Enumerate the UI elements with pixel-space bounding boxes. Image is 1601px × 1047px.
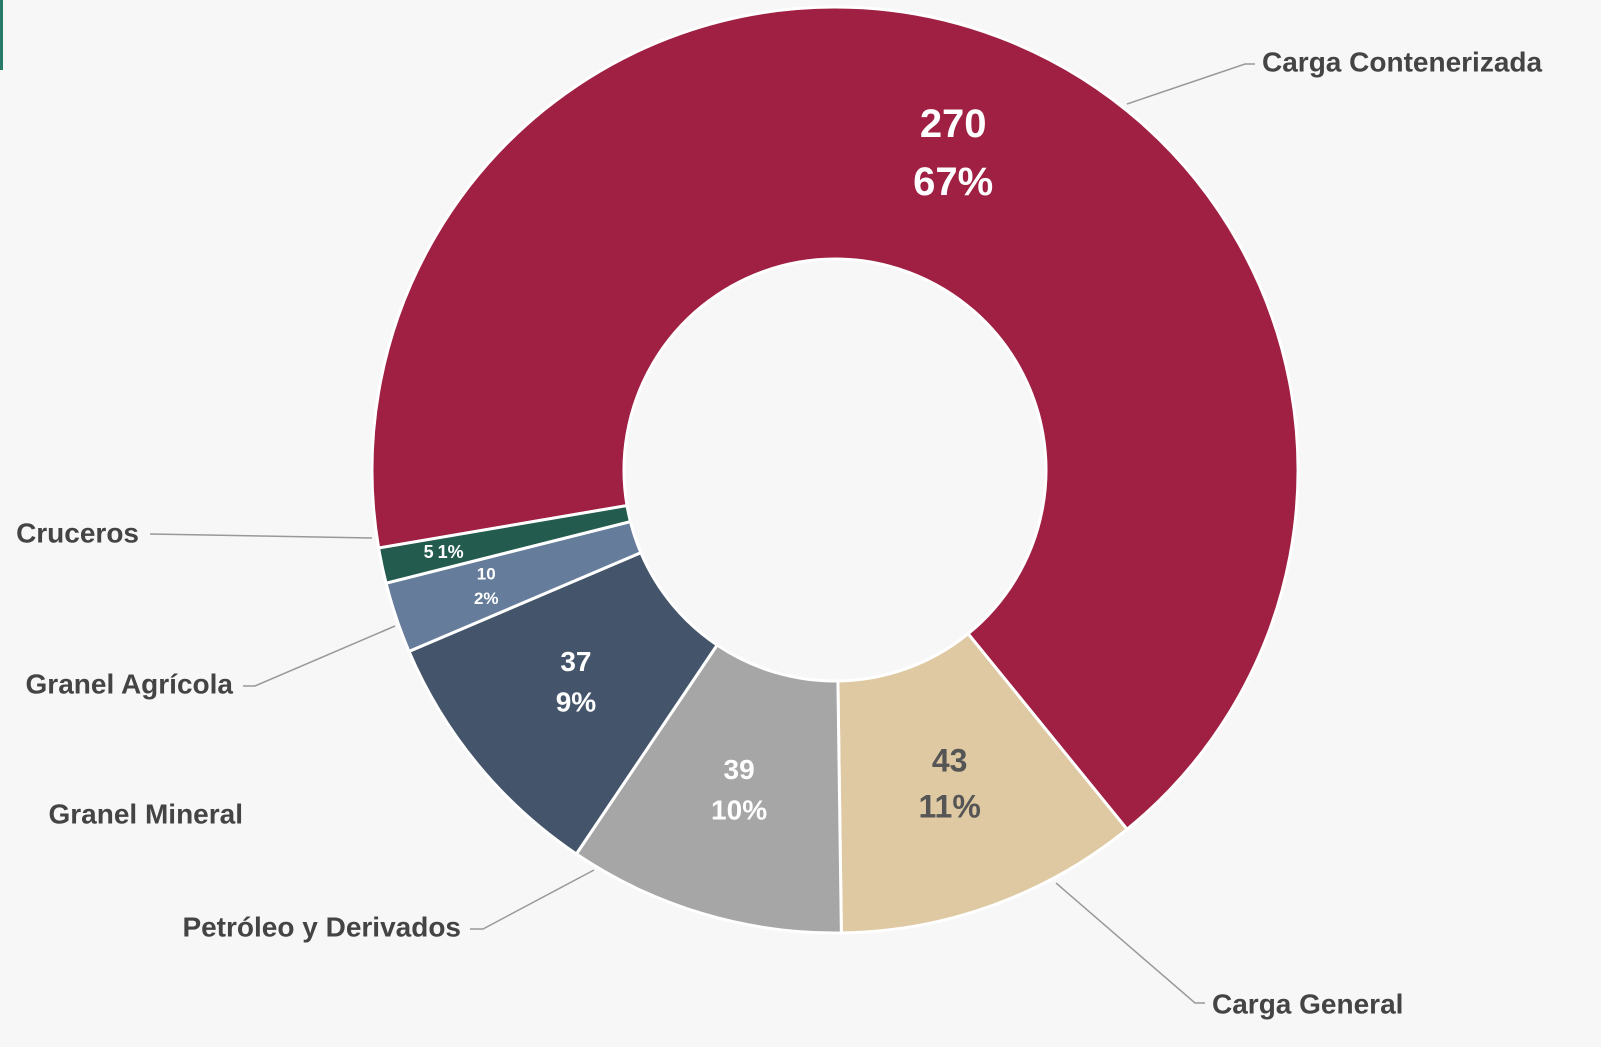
leader-line [1126,63,1255,105]
category-label: Petróleo y Derivados [182,911,461,942]
value-label: 37 [560,646,591,677]
slice [376,503,633,586]
percent-label: 9% [556,687,597,718]
percent-label: 11% [918,788,980,824]
category-label: Cruceros [16,517,139,548]
corner-accent [0,0,3,70]
value-label: 43 [932,742,968,778]
leader-line [243,625,396,687]
leader-line [470,869,595,930]
value-label: 39 [724,754,755,785]
leader-line [1055,882,1205,1004]
percent-label: 10% [711,795,767,826]
value-label: 5 [424,542,434,562]
leader-line [149,533,373,539]
slice [370,5,1300,832]
category-label: Granel Agrícola [26,668,234,699]
category-label: Granel Mineral [48,798,243,829]
value-label: 270 [920,102,987,146]
percent-label: 1% [438,542,464,562]
percent-label: 2% [474,589,499,608]
slice [836,631,1130,935]
value-label: 10 [477,565,496,584]
percent-label: 67% [913,160,993,204]
category-label: Carga General [1212,988,1403,1019]
slice [574,642,843,935]
category-label: Carga Contenerizada [1262,46,1542,77]
